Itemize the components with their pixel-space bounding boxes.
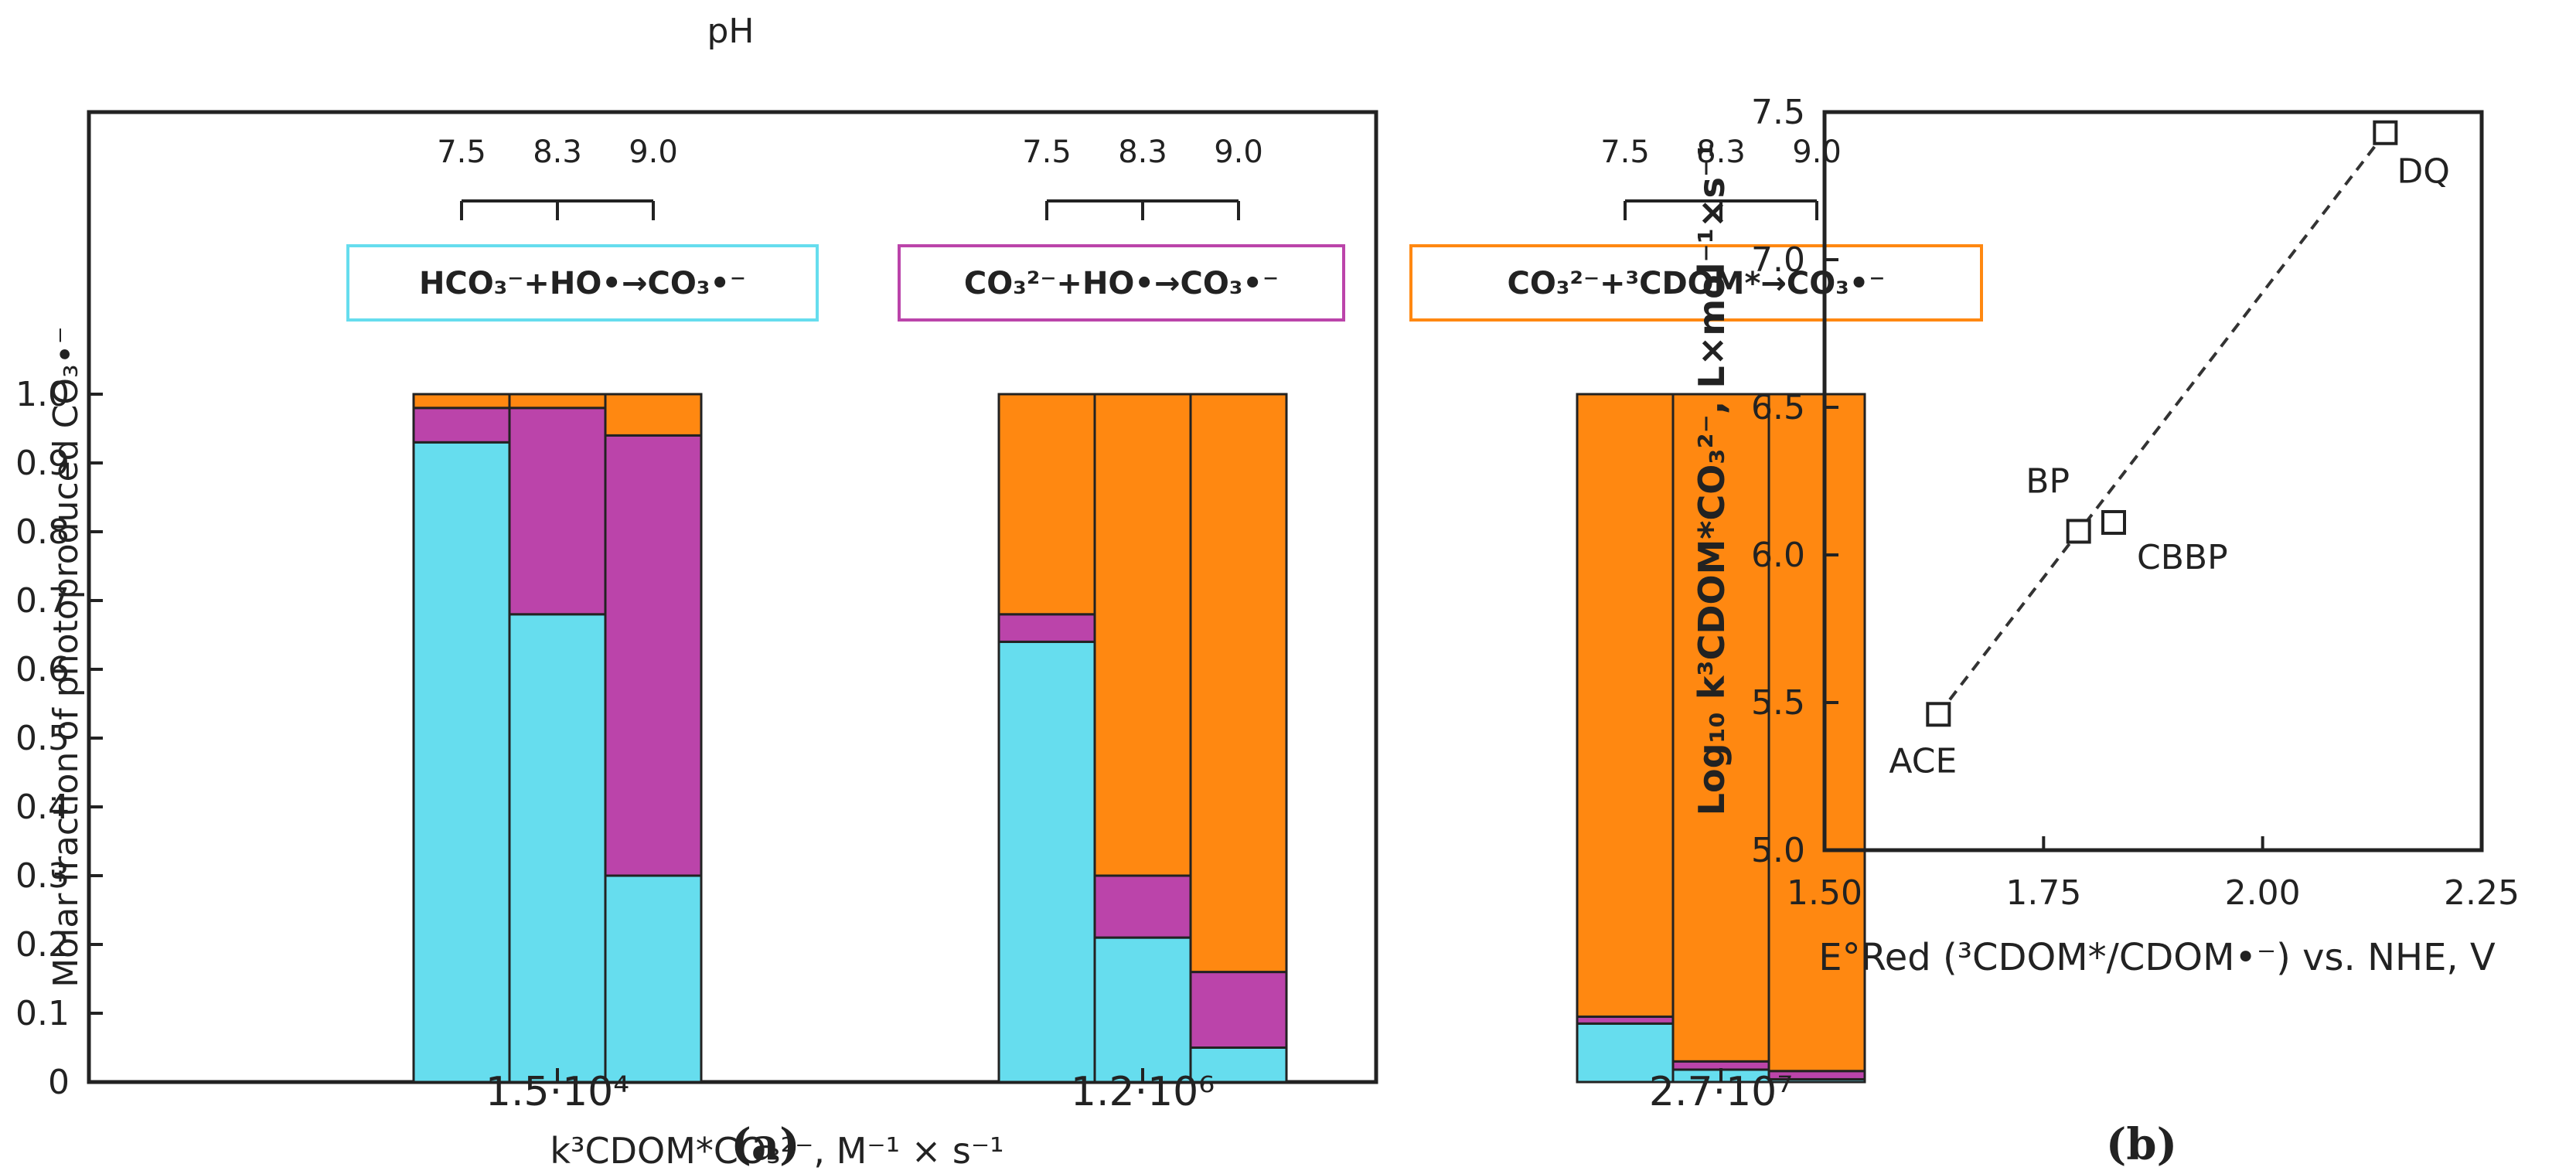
data-point	[2066, 519, 2091, 544]
panel-a-caption: (a)	[731, 1119, 799, 1170]
y-tick-label: 6.0	[1751, 536, 1805, 575]
ph-tick-label: 9.0	[1792, 134, 1842, 170]
legend-label: CO₃²⁻+³CDOM*→CO₃•⁻	[1508, 266, 1886, 301]
data-point	[2373, 120, 2398, 145]
point-label: CBBP	[2137, 538, 2228, 577]
panel-a-legend: HCO₃⁻+HO•→CO₃•⁻ CO₃²⁻+HO•→CO₃•⁻ CO₃²⁻+³CDO…	[346, 244, 1983, 322]
panel-a-bars	[412, 393, 1866, 1084]
bar-segment-co3_cdom	[1189, 393, 1288, 974]
fit-line	[1937, 131, 2387, 716]
bar-segment-co3_ho	[508, 407, 607, 616]
panel-a-top-axis-label: pH	[707, 12, 754, 51]
bar-segment-co3_ho	[604, 434, 703, 877]
bar-segment-hco3_ho	[997, 640, 1096, 1084]
y-tick-label: 0.9	[15, 444, 70, 483]
panel-b-x-axis-label: E°Red (³CDOM*/CDOM•⁻) vs. NHE, V	[1818, 936, 2496, 979]
y-tick-label: 1.0	[15, 375, 70, 414]
bar-segment-hco3_ho	[604, 874, 703, 1084]
panel-a-plot-frame	[87, 110, 1378, 1084]
panel-b-plot-frame	[1822, 110, 2484, 852]
panel-b-caption: (b)	[2106, 1119, 2177, 1170]
ph-tick-label: 9.0	[629, 134, 678, 170]
point-label: ACE	[1889, 741, 1957, 781]
ph-tick-label: 7.5	[1600, 134, 1650, 170]
y-tick-label: 0.5	[15, 719, 70, 758]
ph-tick-label: 8.3	[533, 134, 582, 170]
bar-segment-co3_cdom	[1671, 393, 1770, 1063]
bar-segment-co3_ho	[997, 613, 1096, 643]
x-tick-label: 1.50	[1787, 873, 1862, 913]
y-tick-label: 6.5	[1751, 388, 1805, 427]
y-tick-label: 0.8	[15, 512, 70, 552]
ph-tick-label: 9.0	[1214, 134, 1263, 170]
legend-label: CO₃²⁻+HO•→CO₃•⁻	[964, 266, 1279, 301]
panel-a-x-axis-label: k³CDOM*CO₃²⁻, M⁻¹ × s⁻¹	[550, 1130, 1003, 1172]
bar-segment-co3_cdom	[604, 393, 703, 437]
y-tick-label: 7.0	[1751, 240, 1805, 280]
y-tick-label: 0.3	[15, 856, 70, 896]
y-tick-label: 5.5	[1751, 683, 1805, 723]
y-tick-label: 0.2	[15, 925, 70, 965]
bar-segment-hco3_ho	[1576, 1022, 1675, 1084]
bar-segment-co3_cdom	[997, 393, 1096, 616]
ph-tick-label: 8.3	[1696, 134, 1746, 170]
y-tick-label: 0.1	[15, 994, 70, 1033]
bar-segment-co3_cdom	[1576, 393, 1675, 1018]
ph-tick-label: 7.5	[1022, 134, 1072, 170]
legend-box	[1409, 244, 1983, 322]
bar-segment-co3_cdom	[1767, 393, 1866, 1073]
legend-label: HCO₃⁻+HO•→CO₃•⁻	[419, 266, 746, 301]
x-tick-label: 2.25	[2444, 873, 2520, 913]
bar-segment-co3_ho	[1189, 971, 1288, 1049]
y-tick-label: 7.5	[1751, 93, 1805, 132]
bar-segment-hco3_ho	[412, 441, 511, 1084]
bar-segment-co3_ho	[1093, 874, 1192, 939]
y-tick-label: 5.0	[1751, 831, 1805, 870]
bar-segment-co3_ho	[412, 407, 511, 444]
y-tick-label: 0.4	[15, 788, 70, 827]
bar-segment-hco3_ho	[1093, 936, 1192, 1084]
bar-segment-co3_cdom	[1093, 393, 1192, 877]
panel-a-y-axis: 0 0.1 0.2 0.3 0.4 0.5 0.6 0.7 0.8 0.9 1.0	[15, 375, 103, 1102]
legend-box	[346, 244, 819, 322]
bar-segment-co3_cdom	[508, 393, 607, 410]
ph-tick-label: 7.5	[437, 134, 486, 170]
panel-a-top-ph-axis: 7.5 8.3 9.0 7.5 8.3 9.0 7.5 8.3 9.0	[437, 134, 1842, 220]
y-tick-label: 0.6	[15, 650, 70, 689]
bar-segment-hco3_ho	[508, 613, 607, 1084]
point-label: DQ	[2397, 152, 2450, 192]
panel-b-y-axis-label: Log₁₀ k³CDOM*CO₃²⁻, L×mol⁻¹×s⁻¹	[1691, 143, 1733, 816]
panel-b-axes: 1.50 1.75 2.00 2.25 5.0 5.5 6.0 6.5 7.0 7.5	[1751, 93, 2520, 913]
panel-b-points: ACE BP CBBP DQ	[1889, 120, 2450, 781]
x-tick-label: 2.00	[2225, 873, 2301, 913]
ph-tick-label: 8.3	[1118, 134, 1167, 170]
data-point	[2101, 509, 2126, 535]
panel-a-x-axis: 1.5·10⁴ 1.2·10⁶ 2.7·10⁷	[486, 1068, 1793, 1115]
panel-b: 1.50 1.75 2.00 2.25 5.0 5.5 6.0 6.5 7.0 7.5 ACE BP…	[1691, 93, 2520, 1170]
point-label: BP	[2026, 461, 2070, 501]
x-tick-label: 1.75	[2005, 873, 2081, 913]
bar-segment-co3_cdom	[412, 393, 511, 410]
y-tick-label: 0.7	[15, 581, 70, 621]
y-tick-label: 0	[48, 1063, 70, 1102]
panel-a: 00.10.20.30.40.50.60.70.80.91.0 7.5 8.3 9.…	[15, 12, 1983, 1172]
legend-box	[898, 244, 1345, 322]
data-point	[1926, 702, 1951, 727]
panel-a-y-axis-label: Molar fraction of photoproduced CO₃•⁻	[46, 326, 86, 988]
